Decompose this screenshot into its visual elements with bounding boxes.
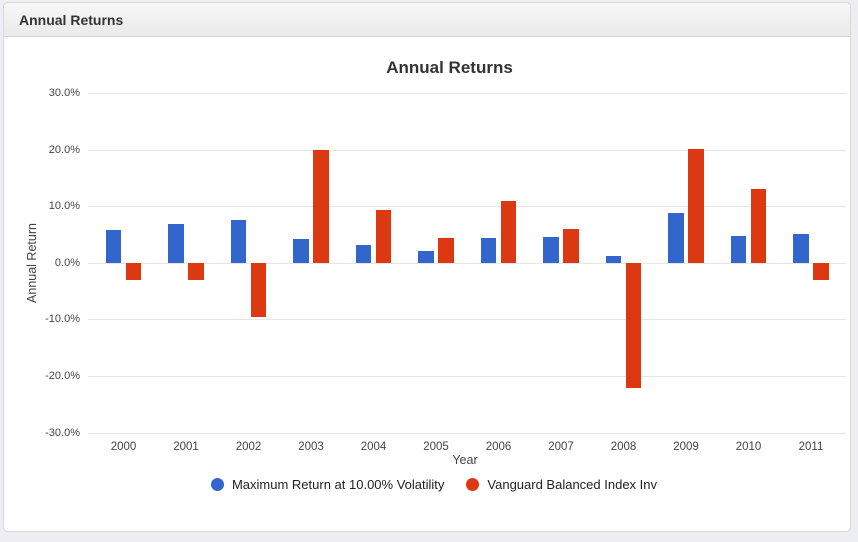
y-tick-label: 10.0% — [48, 200, 80, 213]
bar-vanguard-2011[interactable] — [813, 262, 829, 281]
chart-legend: Maximum Return at 10.00% Volatility Vangu… — [4, 477, 850, 492]
legend-item-vanguard: Vanguard Balanced Index Inv — [466, 477, 657, 492]
gridline — [88, 432, 846, 434]
bar-max-return-2008[interactable] — [605, 255, 622, 263]
bar-max-return-2010[interactable] — [730, 235, 747, 263]
bar-vanguard-2006[interactable] — [500, 201, 517, 263]
y-tick-label: -10.0% — [45, 313, 80, 326]
x-tick-label: 2002 — [235, 440, 262, 453]
x-tick-label: 2010 — [735, 440, 762, 453]
x-tick-label: 2005 — [423, 440, 449, 453]
x-axis-title: Year — [452, 453, 478, 467]
bar-vanguard-2008[interactable] — [625, 262, 642, 389]
x-tick-label: 2008 — [610, 440, 637, 453]
y-tick-label: -30.0% — [45, 426, 80, 439]
bar-max-return-2009[interactable] — [668, 212, 684, 263]
panel-header: Annual Returns — [4, 3, 850, 37]
bar-vanguard-2010[interactable] — [750, 189, 767, 263]
gridline — [88, 206, 846, 208]
bar-max-return-2001[interactable] — [168, 223, 184, 263]
bar-vanguard-2003[interactable] — [313, 150, 329, 263]
bar-vanguard-2000[interactable] — [125, 262, 142, 281]
bar-vanguard-2004[interactable] — [375, 210, 392, 263]
x-tick-label: 2004 — [360, 440, 387, 453]
x-tick-label: 2007 — [548, 440, 574, 453]
y-tick-label: 0.0% — [54, 256, 80, 269]
bar-max-return-2005[interactable] — [418, 251, 434, 263]
gridline — [88, 375, 846, 377]
x-tick-label: 2003 — [298, 440, 324, 453]
y-tick-label: 20.0% — [48, 143, 80, 156]
bar-vanguard-2009[interactable] — [688, 149, 704, 263]
x-tick-label: 2006 — [485, 440, 512, 453]
x-tick-label: 2001 — [173, 440, 199, 453]
gridline — [88, 93, 846, 94]
gridline — [88, 262, 846, 264]
bar-max-return-2002[interactable] — [230, 220, 247, 263]
bar-vanguard-2007[interactable] — [563, 229, 579, 263]
bar-max-return-2004[interactable] — [355, 245, 372, 263]
x-tick-label: 2011 — [798, 440, 824, 453]
bar-max-return-2006[interactable] — [480, 238, 497, 263]
panel-header-title: Annual Returns — [19, 11, 124, 28]
gridline — [88, 319, 846, 321]
bar-vanguard-2002[interactable] — [250, 262, 267, 318]
bar-vanguard-2005[interactable] — [438, 237, 454, 263]
legend-circle-icon — [210, 478, 224, 491]
bar-max-return-2011[interactable] — [793, 234, 809, 263]
annual-returns-chart: Annual Returns Annual Return 30.0% 20.0% 1… — [4, 37, 850, 531]
bar-vanguard-2001[interactable] — [188, 262, 204, 280]
legend-circle-icon — [466, 478, 480, 491]
x-tick-label: 2009 — [673, 440, 699, 453]
chart-title: Annual Returns — [386, 58, 513, 77]
y-tick-label: -20.0% — [45, 369, 80, 382]
y-tick-label: 30.0% — [48, 87, 80, 99]
legend-label: Vanguard Balanced Index Inv — [487, 477, 658, 492]
x-tick-label: 2000 — [110, 440, 137, 453]
legend-label: Maximum Return at 10.00% Volatility — [231, 477, 445, 492]
bar-max-return-2003[interactable] — [293, 238, 309, 263]
legend-item-max-return: Maximum Return at 10.00% Volatility — [210, 477, 445, 492]
bar-max-return-2000[interactable] — [105, 229, 122, 263]
bar-max-return-2007[interactable] — [543, 236, 559, 263]
gridline — [88, 149, 846, 151]
annual-returns-panel: Annual Returns Annual Returns Annual Ret… — [3, 2, 851, 532]
